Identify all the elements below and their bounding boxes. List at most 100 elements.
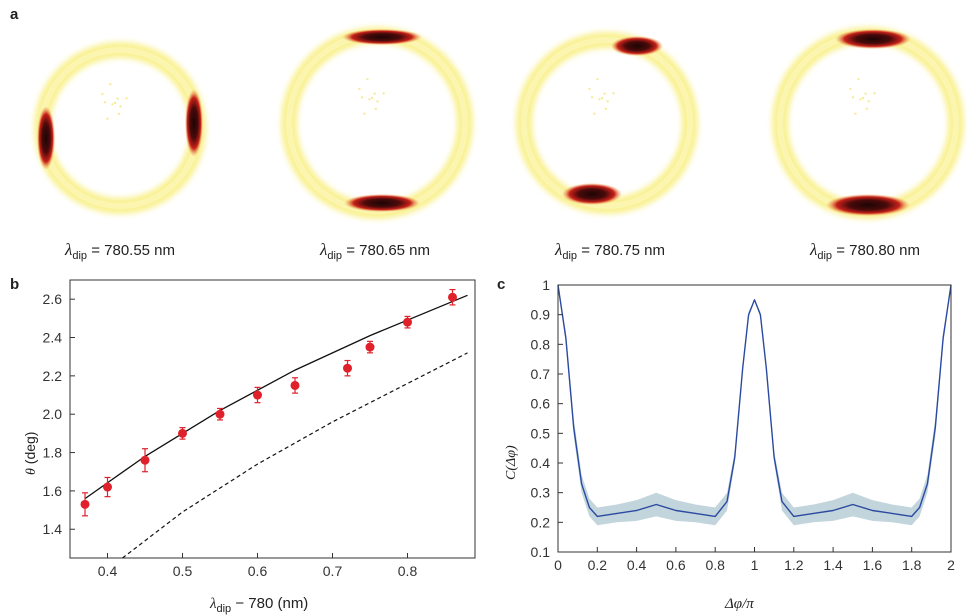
ring-speckle: [366, 77, 369, 81]
ring-speckle: [603, 92, 606, 95]
panel-a-label: a: [10, 6, 19, 23]
ring-speckle: [606, 100, 609, 103]
panel-c-label: c: [497, 276, 506, 293]
chart-b-ylabel: θ (deg): [22, 431, 39, 475]
ring-speckle: [859, 98, 862, 101]
ring-speckle: [864, 92, 867, 95]
x-tick-label: 0.4: [627, 557, 647, 573]
data-point-10: [403, 317, 412, 327]
y-tick-label: 1.4: [43, 521, 63, 537]
ring-speckle: [857, 77, 860, 81]
ring-speckle: [113, 101, 117, 105]
ring-images-row: [34, 27, 964, 219]
ring-hotspot-1: [342, 29, 422, 45]
ring-speckle: [865, 107, 869, 110]
x-tick-label: 0.7: [323, 563, 343, 579]
x-tick-label: 0.6: [248, 563, 268, 579]
ring-speckle: [588, 87, 591, 91]
correlation-curve: [557, 284, 952, 518]
ring-hotspot-2: [344, 194, 420, 212]
panel-b-label: b: [10, 276, 20, 293]
x-tick-label: 1.8: [902, 557, 922, 573]
chart-c: 0 0.2 0.4 0.6 0.8 1 1.2 1.4 1.6 1.8 2 0.1 0.2 0.3 0.4 0…: [531, 277, 956, 573]
ring-speckle: [374, 107, 378, 110]
data-point-9: [365, 342, 375, 352]
ring-caption-1-value: 780.55 nm: [104, 242, 176, 259]
ring-speckle: [106, 117, 109, 120]
y-tick-label: 1: [542, 277, 550, 293]
ring-speckle: [363, 112, 366, 115]
ring-speckle: [851, 96, 855, 99]
x-tick-label: 0: [554, 557, 562, 573]
x-tick-label: 0.2: [588, 557, 608, 573]
ring-speckle: [117, 112, 121, 115]
y-tick-label: 2.2: [43, 368, 63, 384]
ring-caption-4-value: 780.80 nm: [849, 242, 921, 259]
fit-line-dashed: [122, 352, 468, 559]
y-tick-label: 2.0: [43, 406, 63, 422]
data-point-1: [80, 499, 90, 509]
x-tick-label: 2: [947, 557, 955, 573]
y-tick-label: 2.6: [43, 291, 63, 307]
chart-b-xlabel: λdip − 780 (nm): [210, 595, 309, 615]
y-tick-label: 2.4: [43, 330, 63, 346]
ring-core: [39, 47, 201, 209]
y-tick-label: 1.6: [43, 483, 63, 499]
ring-speckle: [604, 107, 608, 110]
ring-image-4: [772, 27, 964, 219]
ring-core: [521, 37, 693, 209]
ring-speckle: [109, 82, 112, 86]
ring-caption-2-value: 780.65 nm: [359, 242, 431, 259]
ring-caption-3-value: 780.75 nm: [594, 242, 666, 259]
ring-core: [286, 32, 468, 214]
data-point-8: [343, 363, 352, 373]
data-point-5: [215, 409, 225, 419]
x-tick-label: 1.2: [784, 557, 804, 573]
x-tick-label: 1: [751, 557, 759, 573]
ring-caption-4: λdip = 780.80 nm: [809, 240, 921, 262]
x-tick-label: 0.8: [398, 563, 418, 579]
chart-b: 0.4 0.5 0.6 0.7 0.8 1.4 1.6 1.8 2.0 2.2 2.4 2.6: [43, 279, 476, 579]
ring-speckle: [596, 77, 599, 81]
y-tick-label: 1.8: [43, 445, 63, 461]
data-point-2: [103, 482, 112, 492]
y-tick-label: 0.3: [531, 485, 551, 501]
y-tick-label: 0.9: [531, 307, 551, 323]
ring-speckle: [368, 98, 371, 101]
ring-speckle: [590, 96, 594, 99]
x-tick-label: 0.6: [666, 557, 686, 573]
ring-speckle: [600, 96, 604, 100]
ring-caption-2: λdip = 780.65 nm: [319, 240, 431, 262]
y-tick-label: 0.7: [531, 366, 551, 382]
plot-frame: [69, 279, 476, 559]
x-tick-label: 0.5: [173, 563, 193, 579]
ring-speckle: [116, 97, 119, 100]
data-point-6: [253, 390, 262, 400]
chart-c-ylabel: C(Δφ): [504, 445, 519, 480]
ring-hotspot-2: [826, 194, 910, 216]
y-tick-label: 0.1: [531, 544, 551, 560]
ring-hotspot-2: [562, 183, 622, 205]
ring-image-2: [281, 27, 473, 219]
x-tick-label: 0.8: [705, 557, 725, 573]
data-point-4: [178, 428, 187, 438]
ring-image-3: [516, 32, 698, 214]
x-tick-label: 1.4: [823, 557, 843, 573]
ring-speckle: [376, 100, 379, 103]
x-tick-label: 1.6: [863, 557, 883, 573]
chart-c-xlabel: Δφ/π: [725, 596, 754, 612]
uncertainty-band: [558, 285, 951, 526]
ring-caption-3: λdip = 780.75 nm: [554, 240, 666, 262]
ring-speckle: [382, 92, 385, 95]
ring-speckle: [119, 105, 122, 108]
ring-speckle: [103, 101, 107, 104]
y-tick-label: 0.6: [531, 396, 551, 412]
ring-hotspot-1: [37, 106, 55, 170]
y-tick-label: 0.4: [531, 455, 551, 471]
y-tick-label: 0.8: [531, 336, 551, 352]
ring-speckle: [867, 100, 870, 103]
ring-speckle: [861, 96, 865, 100]
ring-speckle: [373, 92, 376, 95]
ring-speckle: [101, 92, 104, 96]
ring-speckle: [125, 97, 128, 100]
